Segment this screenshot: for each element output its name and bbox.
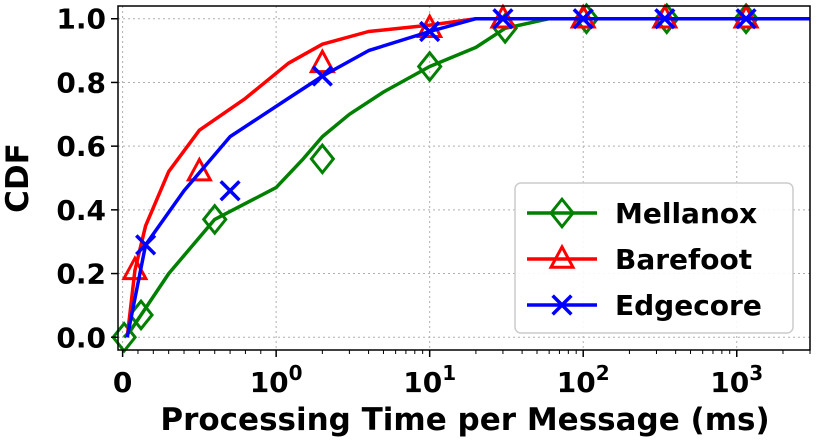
series-lines bbox=[111, 2, 810, 354]
x-axis-ticks: 0 100 101 102 103 bbox=[113, 350, 811, 399]
marker-edgecore bbox=[492, 8, 514, 30]
x-tick-label: 0 bbox=[113, 366, 132, 399]
marker-mellanox bbox=[201, 203, 228, 236]
series-edgecore bbox=[125, 8, 810, 338]
marker-barefoot bbox=[569, 3, 597, 29]
marker-edgecore bbox=[311, 65, 333, 87]
marker-mellanox bbox=[309, 142, 336, 176]
legend-marker-barefoot bbox=[548, 243, 576, 269]
legend-label-barefoot: Barefoot bbox=[615, 243, 752, 276]
x-axis-label: Processing Time per Message (ms) bbox=[160, 402, 769, 438]
legend: Mellanox Barefoot Edgecore bbox=[514, 182, 794, 334]
legend-entry-edgecore: Edgecore bbox=[527, 289, 762, 322]
marker-mellanox bbox=[416, 50, 443, 83]
legend-label-edgecore: Edgecore bbox=[615, 289, 762, 322]
marker-barefoot bbox=[489, 3, 517, 29]
y-tick-label: 0.6 bbox=[56, 130, 106, 163]
marker-edgecore bbox=[735, 8, 757, 30]
y-tick-label: 0.2 bbox=[56, 258, 106, 291]
x-tick-label: 101 bbox=[403, 361, 456, 399]
x-tick-label: 102 bbox=[557, 361, 610, 399]
marker-edgecore bbox=[654, 8, 676, 30]
legend-entry-mellanox: Mellanox bbox=[527, 196, 757, 230]
y-tick-label: 0.4 bbox=[56, 194, 106, 227]
series-line-edgecore bbox=[125, 16, 810, 338]
legend-marker-edgecore bbox=[551, 294, 573, 316]
legend-box bbox=[514, 182, 794, 334]
y-tick-label: 1.0 bbox=[56, 3, 106, 36]
marker-barefoot bbox=[308, 48, 336, 74]
legend-marker-mellanox bbox=[549, 196, 575, 230]
marker-edgecore bbox=[419, 20, 441, 43]
marker-barefoot bbox=[651, 3, 679, 29]
marker-barefoot bbox=[732, 3, 760, 29]
legend-label-mellanox: Mellanox bbox=[615, 197, 757, 230]
marker-mellanox bbox=[111, 321, 138, 354]
y-axis-label: CDF bbox=[0, 143, 36, 213]
marker-barefoot bbox=[185, 156, 213, 182]
plot-area-frame bbox=[117, 5, 811, 351]
marker-mellanox bbox=[733, 2, 759, 35]
marker-edgecore bbox=[135, 234, 157, 256]
legend-entry-barefoot: Barefoot bbox=[527, 243, 752, 276]
y-tick-label: 0.8 bbox=[56, 66, 106, 99]
x-tick-label: 100 bbox=[250, 361, 303, 399]
marker-edgecore bbox=[572, 8, 594, 30]
x-tick-label: 103 bbox=[710, 361, 763, 399]
y-tick-label: 0.0 bbox=[56, 321, 106, 354]
y-axis-ticks: 0.0 0.2 0.4 0.6 0.8 1.0 bbox=[56, 3, 118, 354]
marker-edgecore bbox=[219, 180, 241, 202]
